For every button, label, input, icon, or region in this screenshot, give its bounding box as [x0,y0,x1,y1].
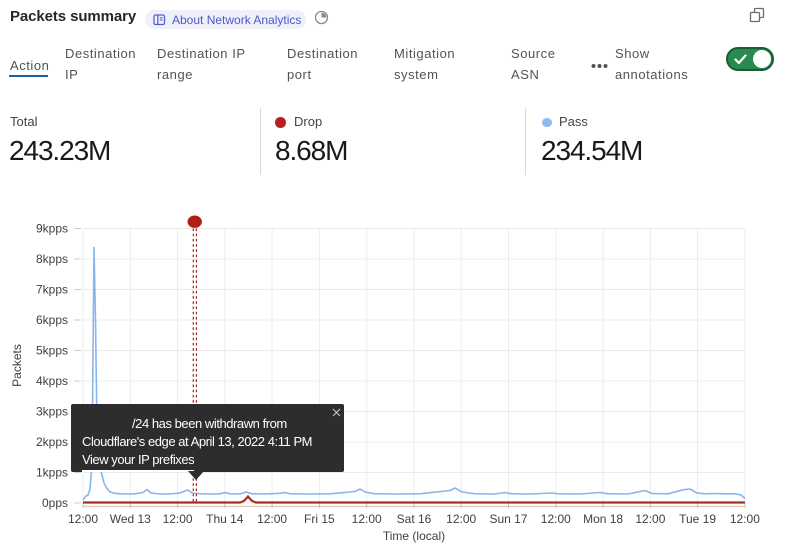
svg-text:Time (local): Time (local) [383,529,445,543]
svg-text:Thu 14: Thu 14 [206,512,244,526]
svg-text:12:00: 12:00 [257,512,287,526]
svg-text:Tue 19: Tue 19 [679,512,716,526]
svg-text:5kpps: 5kpps [36,344,68,358]
svg-text:1kpps: 1kpps [36,466,68,480]
svg-text:6kpps: 6kpps [36,313,68,327]
svg-text:9kpps: 9kpps [36,222,68,236]
svg-text:Wed 13: Wed 13 [110,512,151,526]
svg-text:12:00: 12:00 [68,512,98,526]
svg-text:12:00: 12:00 [446,512,476,526]
svg-text:0pps: 0pps [42,496,68,510]
svg-text:Sun 17: Sun 17 [489,512,527,526]
svg-text:4kpps: 4kpps [36,374,68,388]
svg-text:12:00: 12:00 [352,512,382,526]
svg-text:Mon 18: Mon 18 [583,512,623,526]
svg-text:Packets: Packets [10,344,24,387]
svg-text:12:00: 12:00 [541,512,571,526]
svg-text:7kpps: 7kpps [36,283,68,297]
svg-text:Fri 15: Fri 15 [304,512,335,526]
svg-text:8kpps: 8kpps [36,252,68,266]
svg-text:3kpps: 3kpps [36,405,68,419]
svg-text:12:00: 12:00 [730,512,760,526]
svg-text:12:00: 12:00 [163,512,193,526]
svg-text:2kpps: 2kpps [36,435,68,449]
svg-text:Sat 16: Sat 16 [397,512,432,526]
svg-text:12:00: 12:00 [635,512,665,526]
